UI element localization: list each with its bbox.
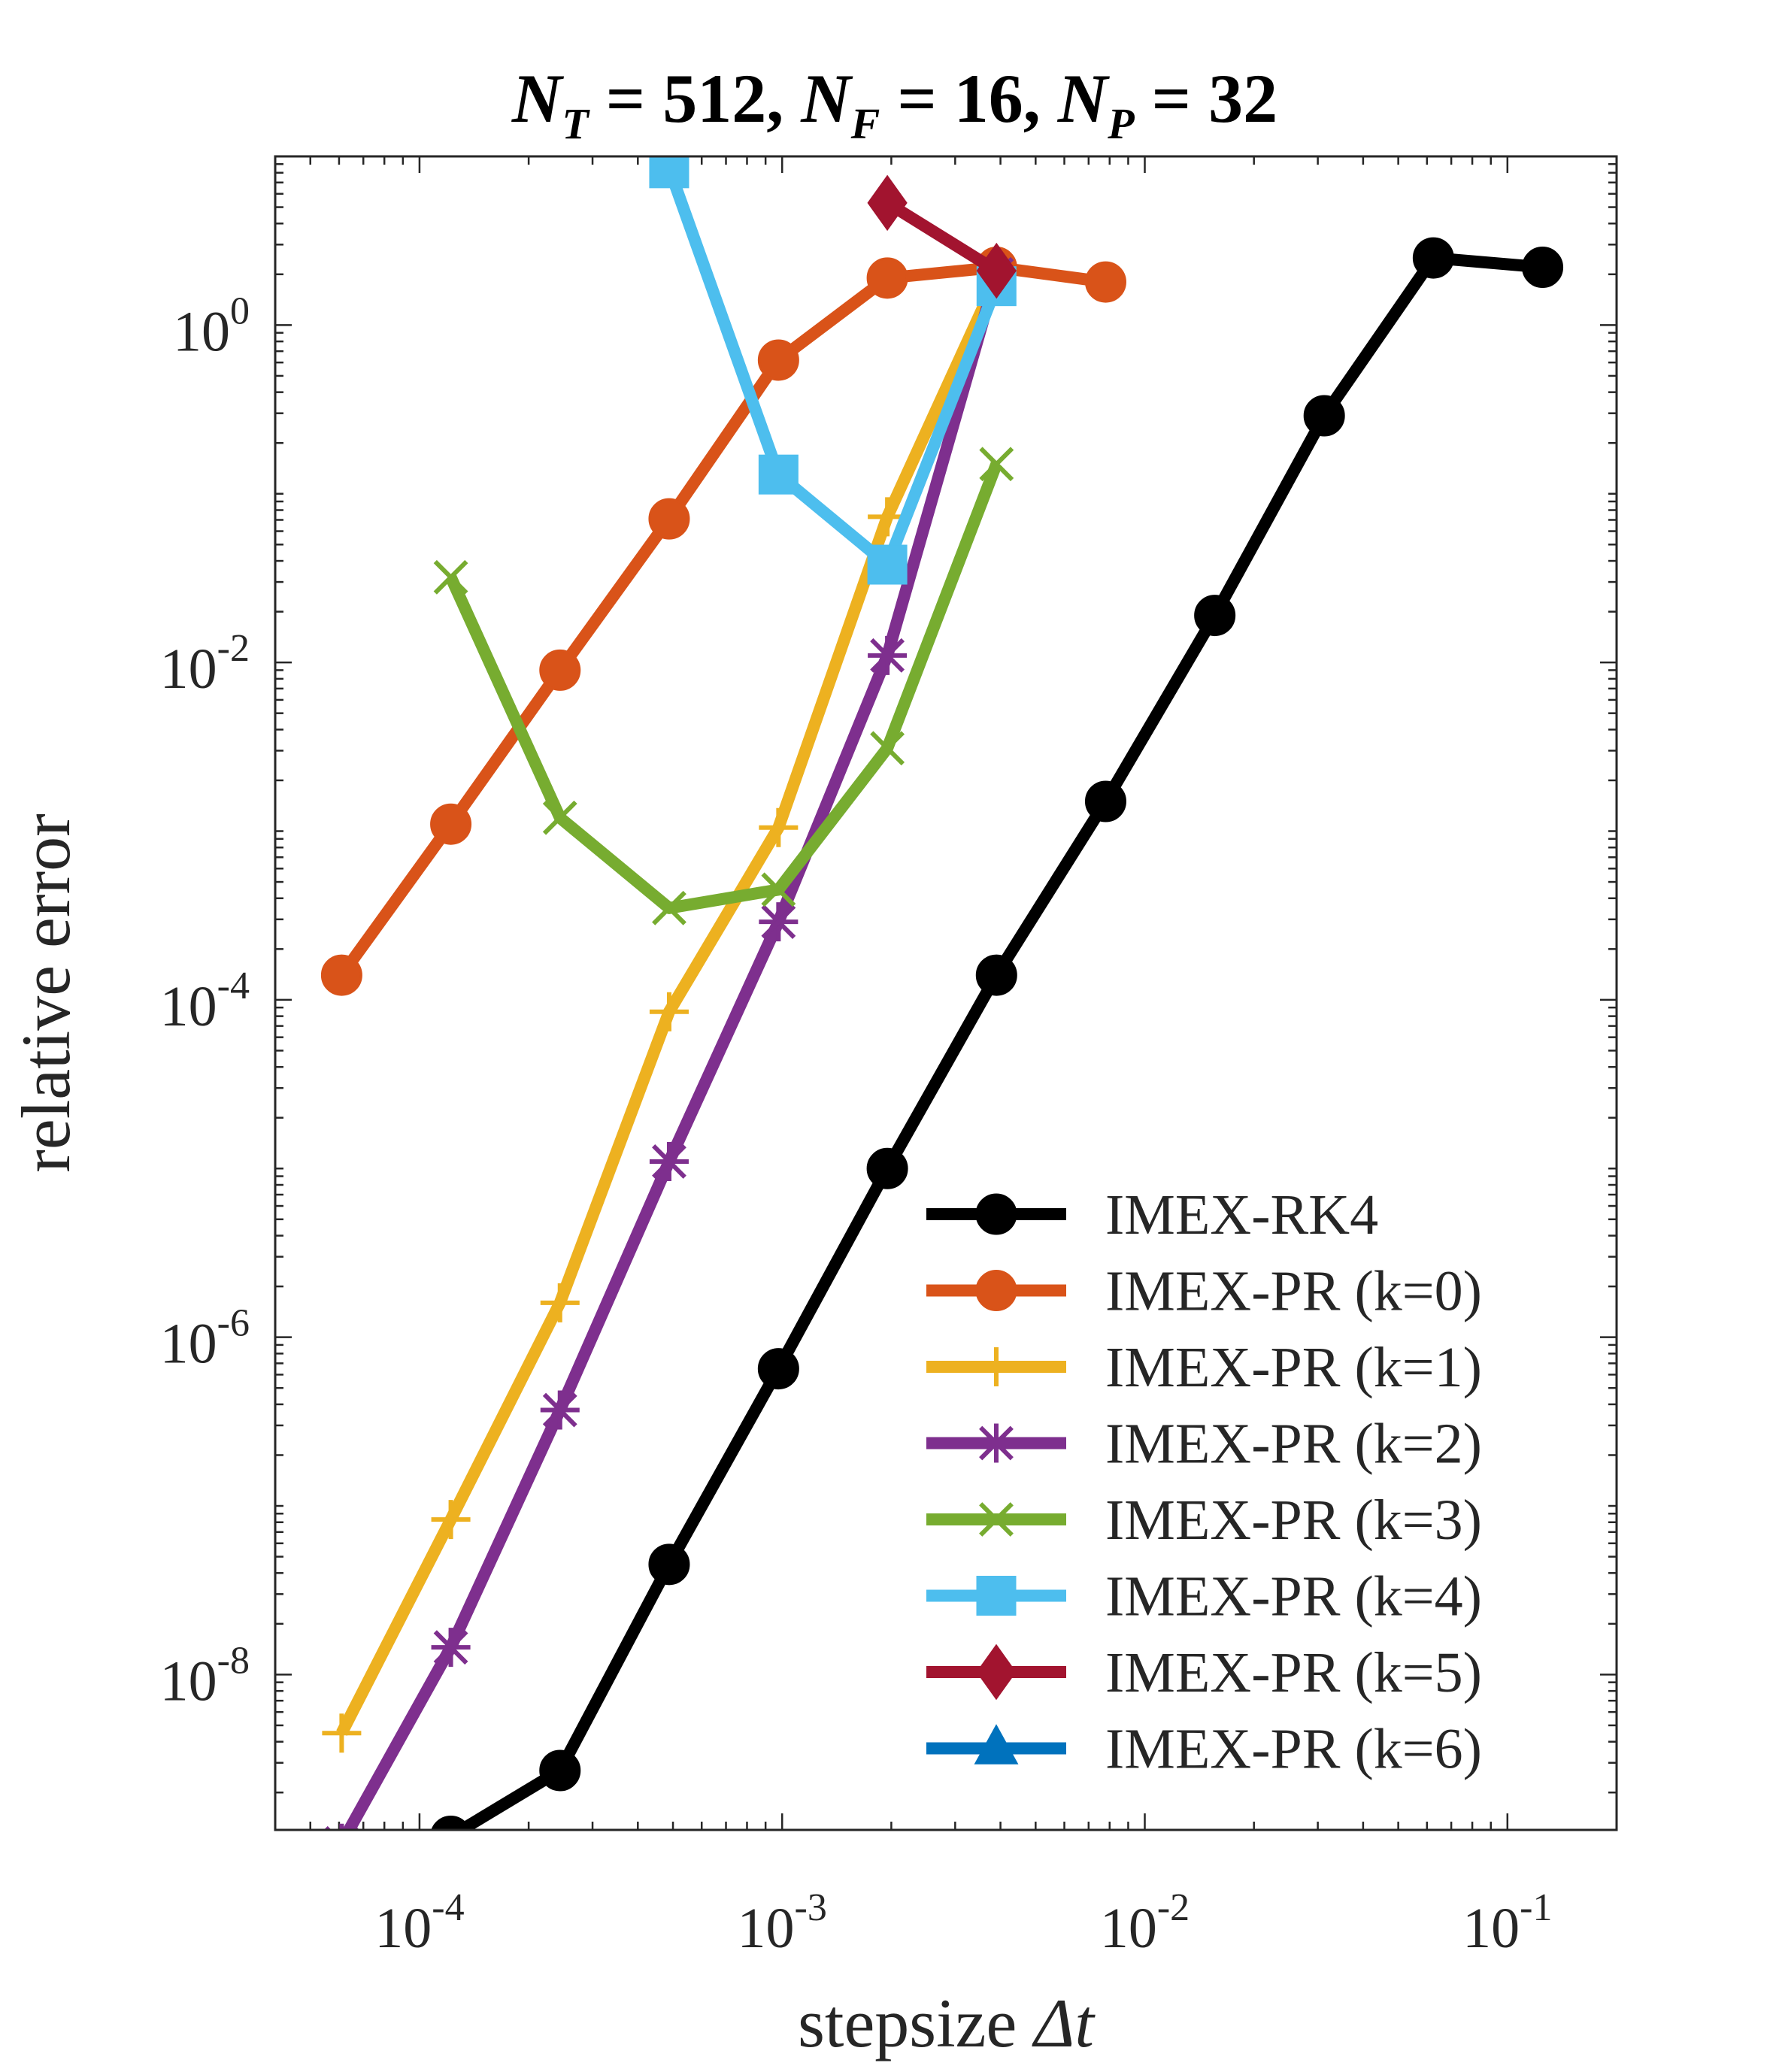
- y-tick-label: 10-2: [160, 627, 250, 701]
- data-point: [433, 559, 468, 595]
- legend-label: IMEX-PR (k=0): [1105, 1260, 1482, 1323]
- tick-labels: 10-4 10-3 10-2 10-1 100 10-2 10-4 10-6 10-8: [160, 289, 1553, 1960]
- legend-item: IMEX-PR (k=2): [926, 1413, 1482, 1476]
- series-line: [663, 166, 1002, 571]
- y-axis-label: relative error: [8, 813, 84, 1173]
- legend-item: IMEX-PR (k=6): [926, 1718, 1482, 1781]
- data-point: [648, 498, 690, 540]
- y-tick-label: 100: [173, 289, 250, 363]
- data-point: [867, 174, 908, 232]
- data-point: [1084, 780, 1126, 822]
- legend-marker: [976, 1576, 1017, 1616]
- data-point: [868, 635, 908, 675]
- data-point: [1084, 261, 1126, 303]
- data-point: [320, 954, 362, 996]
- data-point: [431, 1815, 471, 1830]
- data-point: [649, 992, 689, 1031]
- data-point: [431, 1628, 471, 1668]
- data-point: [652, 890, 686, 925]
- legend-label: IMEX-RK4: [1105, 1183, 1378, 1247]
- data-point: [1303, 395, 1345, 437]
- data-point: [975, 954, 1017, 996]
- legend-marker: [977, 1423, 1016, 1463]
- axis-ticks: [274, 155, 1618, 1830]
- data-point: [539, 1749, 581, 1792]
- legend-label: IMEX-PR (k=2): [1105, 1413, 1482, 1476]
- x-tick-label: 10-4: [374, 1886, 464, 1960]
- legend-item: IMEX-RK4: [926, 1183, 1378, 1247]
- legend-label: IMEX-PR (k=5): [1105, 1641, 1482, 1704]
- y-tick-label: 10-8: [160, 1639, 250, 1713]
- y-tick-label: 10-6: [160, 1302, 250, 1376]
- data-point: [757, 339, 799, 381]
- data-point: [539, 649, 581, 691]
- data-point: [761, 872, 796, 907]
- x-tick-label: 10-3: [738, 1886, 827, 1960]
- data-point: [430, 803, 472, 845]
- data-point: [870, 731, 905, 766]
- series-0: [431, 237, 1564, 1830]
- x-axis-label: stepsize Δt: [798, 1985, 1096, 2061]
- data-point: [431, 1500, 471, 1540]
- legend-label: IMEX-PR (k=4): [1105, 1565, 1482, 1628]
- x-tick-label: 10-1: [1462, 1886, 1552, 1960]
- chart-title: NT = 512, NF = 16, NP = 32: [511, 60, 1277, 148]
- data-point: [979, 447, 1014, 482]
- series-line: [445, 462, 1002, 914]
- data-point: [1412, 237, 1454, 279]
- plot-frame: [274, 155, 1618, 1831]
- legend-label: IMEX-PR (k=1): [1105, 1336, 1482, 1399]
- legend-marker: [975, 1193, 1017, 1235]
- legend-item: IMEX-PR (k=0): [926, 1260, 1482, 1323]
- data-point: [649, 156, 689, 189]
- legend-marker: [976, 1643, 1017, 1701]
- x-tick-label: 10-2: [1100, 1886, 1190, 1960]
- legend-marker: [979, 1502, 1014, 1537]
- data-point: [976, 242, 1017, 299]
- data-point: [867, 544, 908, 585]
- legend-label: IMEX-PR (k=6): [1105, 1718, 1482, 1781]
- legend-marker: [977, 1347, 1016, 1386]
- data-point: [759, 807, 799, 847]
- data-point: [866, 257, 908, 299]
- series-line: [883, 198, 1000, 276]
- data-point: [758, 454, 799, 495]
- legend-marker: [975, 1270, 1017, 1311]
- data-point: [1194, 595, 1236, 637]
- legend-marker: [974, 1724, 1019, 1765]
- legend-item: IMEX-PR (k=3): [926, 1489, 1482, 1552]
- series-5: [649, 156, 1017, 585]
- data-point: [540, 1283, 580, 1322]
- data-point: [649, 1141, 689, 1181]
- data-point: [540, 1390, 580, 1430]
- legend-item: IMEX-PR (k=1): [926, 1336, 1482, 1399]
- data-point: [1522, 247, 1564, 289]
- legend-item: IMEX-PR (k=5): [926, 1641, 1482, 1704]
- data-point: [759, 902, 799, 942]
- legend: IMEX-RK4 IMEX-PR (k=0) IMEX-PR (k=1) IMEX-P…: [926, 1183, 1482, 1781]
- data-point: [648, 1543, 690, 1586]
- series-4: [433, 447, 1014, 925]
- legend-item: IMEX-PR (k=4): [926, 1565, 1482, 1628]
- data-point: [866, 1147, 908, 1189]
- data-point: [542, 800, 577, 835]
- data-point: [322, 1713, 362, 1753]
- series-6: [867, 174, 1017, 299]
- data-point: [757, 1348, 799, 1390]
- series-layer: [320, 156, 1564, 1830]
- legend-label: IMEX-PR (k=3): [1105, 1489, 1482, 1552]
- y-tick-label: 10-4: [160, 965, 250, 1038]
